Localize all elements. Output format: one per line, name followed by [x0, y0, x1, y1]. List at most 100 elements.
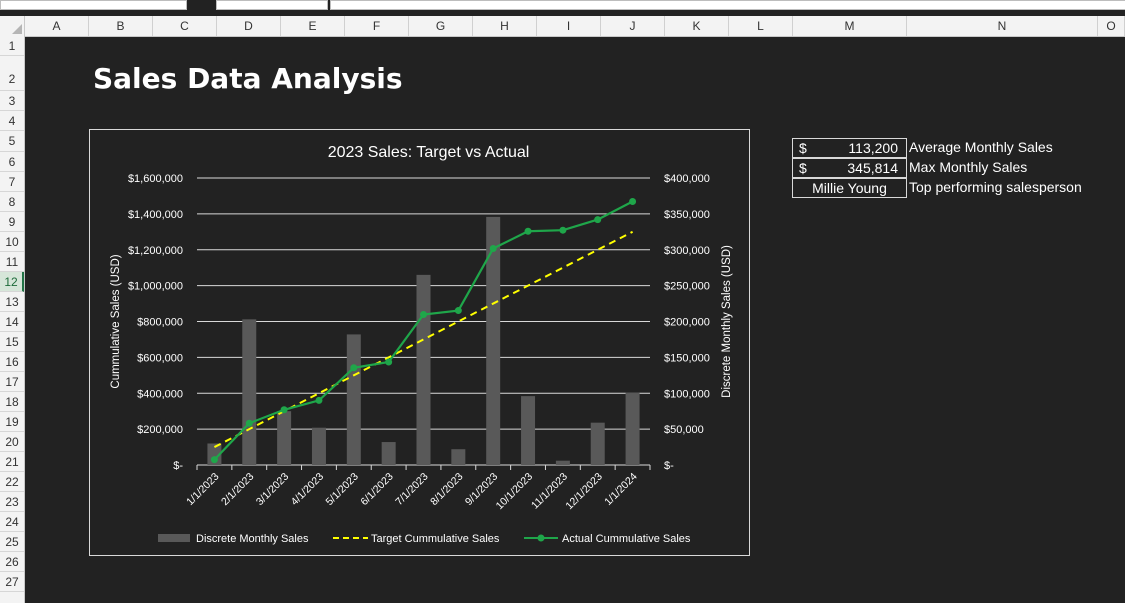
right-tick-label: $350,000 — [664, 209, 710, 221]
bar — [521, 396, 536, 465]
row-header-15[interactable]: 15 — [0, 332, 24, 352]
formula-function-box[interactable] — [216, 0, 328, 10]
bar — [277, 411, 292, 465]
left-tick-label: $800,000 — [137, 317, 183, 329]
row-header-8[interactable]: 8 — [0, 192, 24, 212]
column-header-l[interactable]: L — [729, 16, 793, 36]
row-header-13[interactable]: 13 — [0, 292, 24, 312]
y-axis-right-title: Discrete Monthly Sales (USD) — [721, 245, 733, 398]
column-header-g[interactable]: G — [409, 16, 473, 36]
left-tick-label: $1,200,000 — [128, 245, 183, 257]
row-header-25[interactable]: 25 — [0, 532, 24, 552]
row-header-16[interactable]: 16 — [0, 352, 24, 372]
row-header-6[interactable]: 6 — [0, 152, 24, 172]
row-header-10[interactable]: 10 — [0, 232, 24, 252]
column-header-n[interactable]: N — [907, 16, 1098, 36]
column-header-m[interactable]: M — [793, 16, 907, 36]
left-tick-label: $1,400,000 — [128, 209, 183, 221]
chart-svg: 2023 Sales: Target vs Actual $- $- $200,000… — [110, 144, 733, 545]
column-header-e[interactable]: E — [281, 16, 345, 36]
right-tick-label: $150,000 — [664, 352, 710, 364]
row-header-5[interactable]: 5 — [0, 131, 24, 152]
row-header-26[interactable]: 26 — [0, 552, 24, 572]
column-header-a[interactable]: A — [25, 16, 89, 36]
row-header-22[interactable]: 22 — [0, 472, 24, 492]
left-tick-label: $1,000,000 — [128, 281, 183, 293]
row-header-14[interactable]: 14 — [0, 312, 24, 332]
actual-point — [629, 197, 637, 205]
column-header-j[interactable]: J — [601, 16, 665, 36]
column-header-c[interactable]: C — [153, 16, 217, 36]
column-header-b[interactable]: B — [89, 16, 153, 36]
column-header-h[interactable]: H — [473, 16, 537, 36]
column-header-d[interactable]: D — [217, 16, 281, 36]
top-salesperson-cell[interactable]: Millie Young — [792, 178, 907, 198]
bar — [451, 449, 466, 465]
column-header-i[interactable]: I — [537, 16, 601, 36]
row-header-23[interactable]: 23 — [0, 492, 24, 512]
x-tick-label: 2/1/2023 — [219, 471, 256, 508]
bar — [416, 274, 431, 465]
column-header-o[interactable]: O — [1098, 16, 1125, 36]
bar — [486, 216, 501, 465]
row-header-21[interactable]: 21 — [0, 452, 24, 472]
right-tick-label: $300,000 — [664, 245, 710, 257]
left-tick-label: $600,000 — [137, 352, 183, 364]
row-header-17[interactable]: 17 — [0, 372, 24, 392]
bar — [346, 334, 361, 465]
row-header-24[interactable]: 24 — [0, 512, 24, 532]
bar — [381, 442, 396, 465]
formula-bar — [0, 0, 1125, 14]
actual-point — [385, 358, 393, 366]
row-header-18[interactable]: 18 — [0, 392, 24, 412]
actual-point — [350, 364, 358, 372]
row-header-2[interactable]: 2 — [0, 56, 24, 91]
bar — [242, 319, 257, 465]
chart-title: 2023 Sales: Target vs Actual — [328, 144, 530, 161]
average-value: 113,200 — [848, 140, 898, 156]
row-header-27[interactable]: 27 — [0, 572, 24, 592]
legend-label-discrete: Discrete Monthly Sales — [196, 533, 309, 545]
x-tick-label: 6/1/2023 — [358, 471, 395, 508]
actual-point — [594, 216, 602, 224]
left-tick-label: $200,000 — [137, 424, 183, 436]
right-tick-label: $50,000 — [664, 424, 704, 436]
left-tick-label: $1,600,000 — [128, 173, 183, 185]
formula-input[interactable] — [330, 0, 1125, 10]
select-all-corner[interactable] — [0, 16, 25, 37]
row-header-20[interactable]: 20 — [0, 432, 24, 452]
x-tick-label: 1/1/2024 — [602, 471, 639, 508]
bar — [555, 460, 570, 465]
row-header-12[interactable]: 12 — [0, 272, 24, 292]
row-header-11[interactable]: 11 — [0, 252, 24, 272]
row-header-4[interactable]: 4 — [0, 111, 24, 131]
max-value-cell[interactable]: $ 345,814 — [792, 158, 907, 178]
right-tick-label: $- — [664, 460, 674, 472]
right-tick-label: $100,000 — [664, 388, 710, 400]
row-header-7[interactable]: 7 — [0, 172, 24, 192]
bar — [590, 422, 605, 465]
actual-point — [524, 227, 532, 235]
actual-point — [454, 307, 462, 315]
row-header-bar: 1 2 3 4 5 6 7 8 9 10 11 12 13 14 15 16 17 18 19 20 21 22 23 24 2… — [0, 36, 25, 603]
row-header-19[interactable]: 19 — [0, 412, 24, 432]
row-header-1[interactable]: 1 — [0, 36, 24, 56]
left-tick-label: $400,000 — [137, 388, 183, 400]
column-header-f[interactable]: F — [345, 16, 409, 36]
name-box[interactable] — [0, 0, 187, 10]
x-tick-label: 5/1/2023 — [324, 471, 361, 508]
legend-label-actual: Actual Cummulative Sales — [562, 533, 691, 545]
max-value: 345,814 — [847, 160, 898, 176]
actual-point — [489, 244, 497, 252]
row-header-9[interactable]: 9 — [0, 212, 24, 232]
row-header-3[interactable]: 3 — [0, 91, 24, 111]
right-tick-label: $250,000 — [664, 281, 710, 293]
top-label: Top performing salesperson — [909, 179, 1082, 195]
actual-point — [210, 456, 218, 464]
y-axis-left-title: Cummulative Sales (USD) — [110, 254, 122, 388]
page-title: Sales Data Analysis — [93, 62, 403, 95]
average-value-cell[interactable]: $ 113,200 — [792, 138, 907, 158]
column-header-k[interactable]: K — [665, 16, 729, 36]
sales-chart[interactable]: 2023 Sales: Target vs Actual $- $- $200,000… — [89, 129, 750, 556]
